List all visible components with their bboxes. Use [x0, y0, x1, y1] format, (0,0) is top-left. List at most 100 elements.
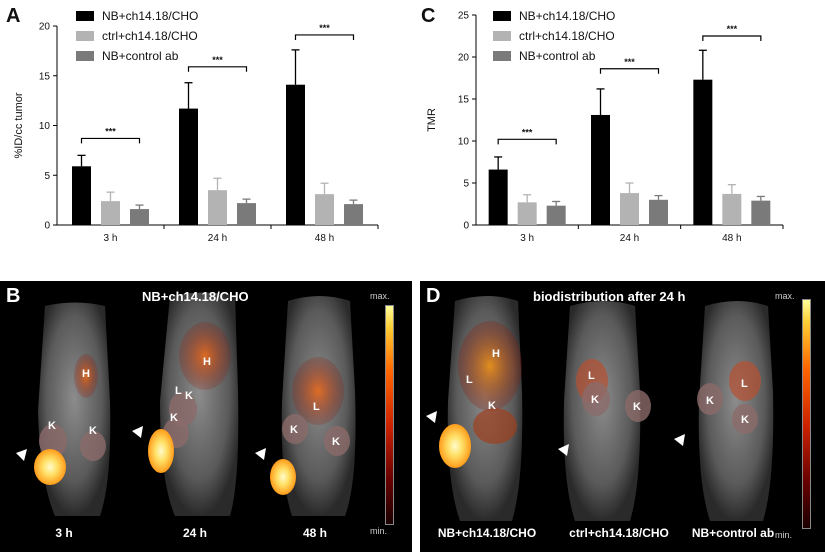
organ-label: L — [175, 385, 182, 397]
organ-label: L — [588, 370, 595, 382]
significance-label: *** — [624, 57, 635, 67]
bar — [517, 202, 537, 225]
x-tick-label: 48 h — [315, 233, 334, 244]
panel-b-images: H K K H L K K L K K B NB+ch14.18/CHO max… — [0, 281, 412, 552]
chart-a: A 0 5 10 15 20 %ID/cc tumor 3 h *** 24 h *** 48 h *… — [6, 5, 379, 244]
legend-label: NB+control ab — [102, 49, 179, 63]
mouse-scan-nb-ch14 — [426, 296, 523, 521]
organ-label: K — [741, 414, 749, 426]
x-tick-label: 24 h — [208, 233, 227, 244]
legend-swatch — [76, 11, 94, 21]
significance-bracket — [80, 137, 141, 144]
organ-label: K — [633, 401, 641, 413]
organ-label: K — [488, 400, 496, 412]
legend-swatch — [493, 11, 511, 21]
organ-label: H — [203, 356, 211, 368]
color-scale-bar — [802, 299, 811, 529]
significance-bracket — [599, 68, 660, 74]
panel-d-title: biodistribution after 24 h — [533, 289, 686, 304]
y-tick-label: 0 — [463, 221, 469, 232]
bar — [722, 193, 742, 225]
y-axis-title: TMR — [426, 108, 438, 132]
bar — [591, 114, 610, 225]
bar — [101, 201, 120, 225]
legend-label: NB+control ab — [519, 49, 596, 63]
bar — [179, 108, 198, 225]
panel-b-scans: H K K H L K K L K K — [16, 292, 356, 516]
scale-min-label: min. — [775, 530, 793, 540]
mouse-scan-24h — [132, 292, 239, 516]
x-tick-label: 48 h — [722, 233, 741, 244]
bar — [130, 209, 149, 225]
panel-letter-d: D — [426, 285, 441, 307]
y-tick-label: 10 — [458, 137, 470, 148]
y-tick-label: 5 — [44, 171, 50, 182]
bar — [751, 200, 771, 225]
legend-swatch — [493, 31, 511, 41]
y-axis-title: %ID/cc tumor — [13, 92, 25, 158]
x-tick-label: 3 h — [520, 233, 534, 244]
bar — [237, 203, 256, 225]
panel-b-title: NB+ch14.18/CHO — [142, 289, 249, 304]
caption-nb-control: NB+control ab — [691, 526, 775, 540]
bar — [546, 205, 566, 225]
significance-label: *** — [522, 127, 533, 137]
caption-3h: 3 h — [55, 526, 73, 540]
plot-area-c: 0 5 10 15 20 25 TMR 3 h *** 24 h *** 48 h *** NB+ch14… — [426, 9, 784, 244]
bar — [315, 194, 334, 225]
color-scale-bar — [385, 305, 394, 525]
y-tick-label: 15 — [39, 71, 51, 82]
organ-label: L — [466, 374, 473, 386]
legend-label: NB+ch14.18/CHO — [519, 9, 615, 23]
legend-label: ctrl+ch14.18/CHO — [519, 29, 615, 43]
bar — [208, 190, 227, 225]
significance-bracket — [294, 34, 355, 40]
organ-label: K — [591, 394, 599, 406]
organ-label: K — [170, 412, 178, 424]
organ-label: K — [332, 436, 340, 448]
caption-ctrl-ch14: ctrl+ch14.18/CHO — [569, 526, 669, 540]
scale-max-label: max. — [775, 291, 795, 301]
bar — [344, 204, 363, 225]
x-tick-label: 3 h — [104, 233, 118, 244]
bar — [649, 199, 668, 225]
organ-label: K — [706, 395, 714, 407]
organ-label: K — [48, 420, 56, 432]
significance-label: *** — [212, 55, 223, 65]
mouse-scan-ctrl-ch14 — [558, 301, 651, 521]
bar — [286, 84, 305, 225]
plot-area-a: 0 5 10 15 20 %ID/cc tumor 3 h *** 24 h *** 48 h ***… — [13, 9, 379, 244]
caption-nb-ch14: NB+ch14.18/CHO — [437, 526, 537, 540]
y-tick-label: 25 — [458, 11, 470, 22]
legend-swatch — [493, 51, 511, 61]
legend-label: ctrl+ch14.18/CHO — [102, 29, 198, 43]
mouse-scan-nb-control — [674, 301, 774, 521]
organ-label: K — [290, 424, 298, 436]
organ-label: L — [741, 378, 748, 390]
y-tick-label: 20 — [458, 53, 470, 64]
y-tick-label: 20 — [39, 22, 51, 33]
scale-min-label: min. — [370, 526, 388, 536]
mouse-scan-48h — [255, 296, 356, 516]
legend-swatch — [76, 31, 94, 41]
caption-24h: 24 h — [182, 526, 208, 540]
panel-d-scans: H L K L K K K L K — [426, 296, 774, 521]
organ-label: H — [82, 368, 90, 380]
y-tick-label: 0 — [44, 221, 50, 232]
legend-label: NB+ch14.18/CHO — [102, 9, 198, 23]
organ-label: K — [185, 390, 193, 402]
significance-bracket — [702, 35, 762, 41]
y-tick-label: 15 — [458, 95, 470, 106]
panel-d-images: H L K L K K K L K D biodistribution afte… — [420, 281, 825, 552]
mouse-scan-3h — [16, 302, 111, 516]
bar — [488, 169, 508, 225]
significance-label: *** — [319, 23, 330, 33]
y-tick-label: 10 — [39, 121, 51, 132]
panel-letter-b: B — [6, 285, 21, 307]
organ-label: L — [313, 401, 320, 413]
chart-c: C 0 5 10 15 20 25 TMR 3 h *** 24 h *** 48 h *** NB+ch… — [421, 5, 784, 244]
y-tick-label: 5 — [463, 179, 469, 190]
bar — [620, 193, 639, 225]
organ-label: H — [492, 348, 500, 360]
significance-bracket — [497, 138, 557, 145]
